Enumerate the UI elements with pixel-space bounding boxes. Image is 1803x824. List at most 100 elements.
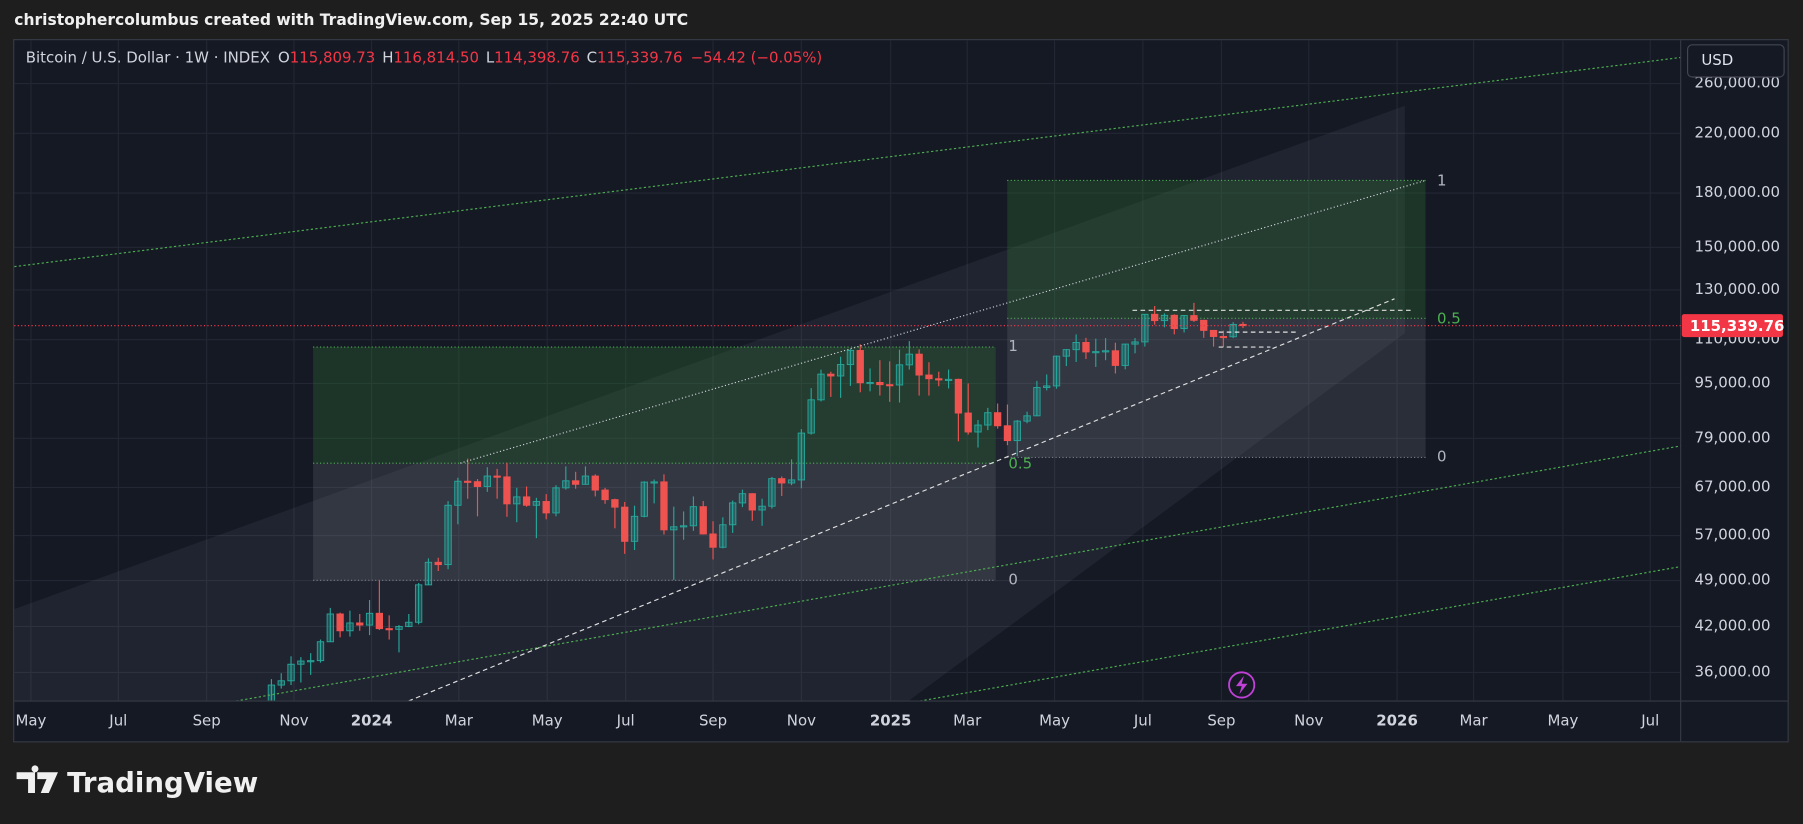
fib-label: 0.5 xyxy=(1008,454,1032,472)
y-tick-label: 67,000.00 xyxy=(1694,477,1770,495)
candle-body xyxy=(454,480,462,506)
candle-body xyxy=(689,506,698,527)
channel-band xyxy=(14,105,1405,702)
x-tick-label: 2025 xyxy=(870,712,912,730)
candle-body xyxy=(640,481,648,517)
candle-body xyxy=(1082,341,1090,353)
candle-body xyxy=(964,412,972,433)
candle-body xyxy=(1219,336,1228,339)
candle-body xyxy=(1200,319,1208,331)
y-tick-label: 57,000.00 xyxy=(1694,526,1770,544)
candle-body xyxy=(905,353,913,366)
candle-body xyxy=(944,378,953,381)
candle-body xyxy=(424,561,433,586)
candle-body xyxy=(434,561,442,566)
last-price-tag xyxy=(1681,314,1783,338)
candle-body xyxy=(503,476,511,505)
x-tick-label: Sep xyxy=(1207,712,1235,730)
candle-body xyxy=(846,350,855,366)
candle-body xyxy=(601,489,609,501)
candle-body xyxy=(464,480,472,483)
candle-body xyxy=(886,384,894,387)
candle-body xyxy=(1101,350,1110,353)
channel-line xyxy=(235,445,1681,702)
candle-body xyxy=(768,478,776,507)
candle-body xyxy=(1072,341,1080,351)
candle-body xyxy=(1190,315,1198,321)
y-tick-label: 79,000.00 xyxy=(1694,428,1770,446)
x-tick-label: Nov xyxy=(1294,712,1323,730)
candle-body xyxy=(581,475,590,485)
candle-body xyxy=(827,373,835,377)
candle-body xyxy=(365,612,374,626)
candle-body xyxy=(336,613,344,632)
candle-body xyxy=(621,506,629,542)
alert-bolt[interactable] xyxy=(1235,675,1248,695)
x-tick-label: Nov xyxy=(787,712,816,730)
ohlc-value: 115,809.73 xyxy=(290,49,376,67)
candle-body xyxy=(542,501,550,514)
candle-body xyxy=(866,381,874,385)
candle-body xyxy=(591,475,599,491)
y-tick-label: 95,000.00 xyxy=(1694,373,1770,391)
x-tick-label: Jul xyxy=(108,712,127,730)
candle-body xyxy=(473,481,482,487)
candle-body xyxy=(532,501,541,506)
candle-body xyxy=(493,475,501,478)
candle-body xyxy=(1180,315,1188,330)
candle-body xyxy=(316,641,325,662)
candle-body xyxy=(1043,385,1051,388)
alert-circle[interactable] xyxy=(1228,671,1256,699)
candle-body xyxy=(1023,415,1031,422)
candle-body xyxy=(611,499,619,508)
x-tick-label: Sep xyxy=(193,712,221,730)
trend-lines xyxy=(14,56,1681,702)
candle-body xyxy=(287,663,295,682)
candle-body xyxy=(738,493,747,504)
currency-button[interactable] xyxy=(1687,44,1785,78)
candle-body xyxy=(699,506,707,535)
currency-label[interactable]: USD xyxy=(1701,51,1733,69)
x-tick-label: Mar xyxy=(953,712,982,730)
candle-body xyxy=(670,526,678,531)
alert-icon[interactable] xyxy=(1228,671,1256,699)
candle-body xyxy=(307,660,315,663)
x-tick-label: Jul xyxy=(1133,712,1152,730)
y-tick-label: 260,000.00 xyxy=(1694,74,1780,92)
fib-label: 0 xyxy=(1008,570,1018,588)
candle-body xyxy=(679,525,688,528)
x-tick-label: May xyxy=(1039,712,1070,730)
ohlc-value: 116,814.50 xyxy=(393,49,479,67)
candle-body xyxy=(277,680,285,686)
candle-body xyxy=(1062,349,1070,357)
grid xyxy=(14,40,1681,702)
candles xyxy=(267,302,1247,702)
candle-body xyxy=(876,381,884,386)
candle-body xyxy=(346,622,354,632)
candle-body xyxy=(650,481,658,484)
candle-body xyxy=(797,432,806,481)
candle-body xyxy=(1131,341,1139,345)
candle-body xyxy=(1141,313,1149,343)
candle-body xyxy=(522,496,531,506)
candle-body xyxy=(552,487,560,514)
candle-body xyxy=(1151,313,1159,322)
y-tick-label: 130,000.00 xyxy=(1694,280,1780,298)
fib-label: 1 xyxy=(1008,337,1018,355)
x-tick-label: May xyxy=(16,712,47,730)
symbol-title: Bitcoin / U.S. Dollar · 1W · INDEX xyxy=(26,49,270,67)
candle-body xyxy=(660,481,668,531)
candle-body xyxy=(787,479,796,484)
candle-body xyxy=(778,478,786,484)
x-tick-label: May xyxy=(532,712,563,730)
y-tick-label: 150,000.00 xyxy=(1694,237,1780,255)
candle-body xyxy=(395,626,403,630)
candle-body xyxy=(954,378,963,414)
candle-body xyxy=(925,374,933,380)
x-tick-label: Nov xyxy=(279,712,308,730)
chart-panel xyxy=(13,39,1789,743)
footer-logo: TradingView xyxy=(16,765,258,799)
candle-body xyxy=(984,412,992,426)
candle-body xyxy=(993,412,1002,427)
